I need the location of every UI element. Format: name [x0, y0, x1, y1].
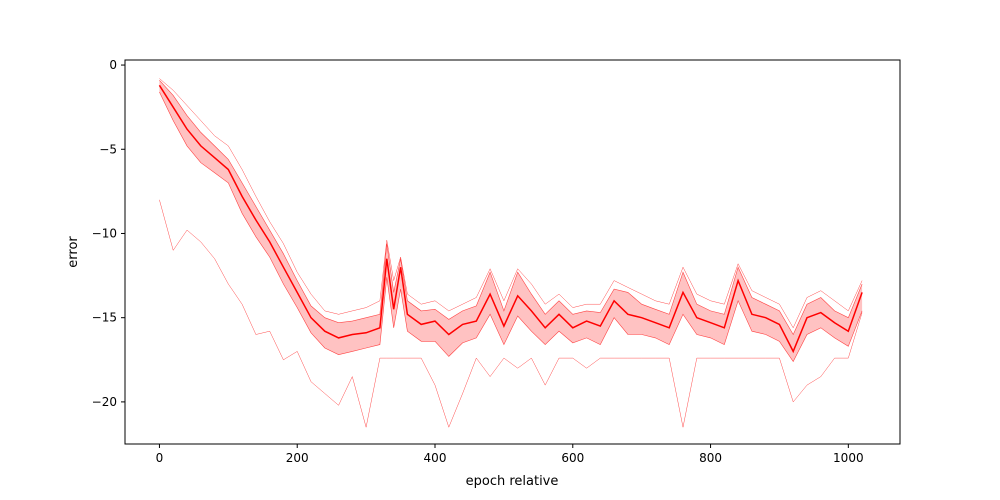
max-envelope-line: [159, 78, 863, 329]
x-tick-label: 0: [156, 451, 164, 465]
upper-line: [159, 79, 863, 336]
iqr-band: [159, 80, 863, 362]
plot-area: [158, 78, 863, 428]
y-tick-label: −20: [92, 395, 117, 409]
y-tick-label: −15: [92, 311, 117, 325]
x-tick-label: 200: [286, 451, 309, 465]
x-axis-label: epoch relative: [466, 474, 559, 489]
x-tick-label: 800: [699, 451, 722, 465]
y-tick-label: −5: [99, 142, 117, 156]
axis-ticks: 0 200 400 600 800 1000 0 −5 −10 −15 −20: [92, 58, 864, 465]
median-line: [158, 84, 863, 354]
axes-frame: [124, 59, 901, 445]
x-tick-label: 600: [561, 451, 584, 465]
x-tick-label: 1000: [833, 451, 864, 465]
lower-line: [159, 91, 863, 363]
min-envelope-line: [159, 199, 863, 428]
y-tick-label: 0: [109, 58, 117, 72]
x-tick-label: 400: [424, 451, 447, 465]
y-tick-label: −10: [92, 226, 117, 240]
y-axis-label: error: [66, 236, 81, 268]
